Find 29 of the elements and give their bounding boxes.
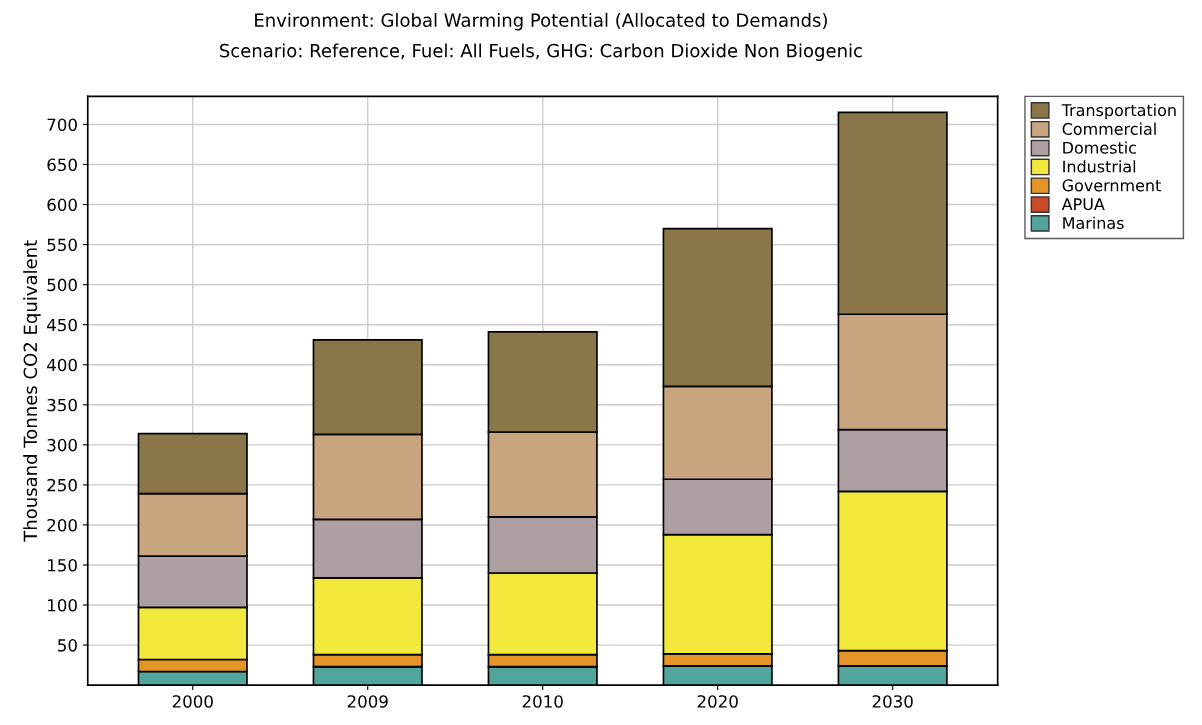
- y-axis-title: Thousand Tonnes CO2 Equivalent: [23, 240, 41, 542]
- y-tick-label: 250: [47, 478, 77, 492]
- x-tick-label: 2000: [172, 695, 213, 708]
- y-tick-label: 50: [58, 639, 77, 652]
- chart-subtitle: Scenario: Reference, Fuel: All Fuels, GHG: Carbon Dioxide Non Biogenic: [220, 43, 862, 61]
- x-tick-label: 2030: [872, 695, 913, 708]
- legend-label: Transportation: [1061, 103, 1176, 120]
- y-tick-label: 200: [47, 518, 77, 532]
- legend-label: Commercial: [1062, 122, 1156, 135]
- x-tick-label: 2009: [347, 695, 388, 708]
- chart-title: Environment: Global Warming Potential (Allocated to Demands): [255, 13, 827, 31]
- legend-label: Domestic: [1063, 141, 1136, 154]
- y-tick-label: 300: [47, 438, 77, 452]
- legend-label: Industrial: [1063, 160, 1136, 173]
- y-tick-label: 150: [48, 558, 77, 572]
- y-tick-label: 500: [47, 278, 77, 292]
- y-tick-label: 550: [47, 238, 77, 252]
- y-tick-label: 600: [47, 198, 77, 212]
- y-tick-label: 700: [47, 118, 77, 132]
- y-tick-label: 450: [47, 318, 77, 332]
- y-tick-label: 650: [47, 158, 77, 172]
- y-tick-label: 400: [47, 358, 77, 372]
- y-tick-label: 100: [48, 598, 77, 612]
- y-tick-label: 350: [47, 398, 77, 412]
- legend-label: Marinas: [1063, 216, 1124, 230]
- x-tick-label: 2010: [522, 695, 563, 708]
- x-tick-label: 2020: [697, 695, 738, 708]
- legend-label: APUA: [1061, 198, 1105, 211]
- legend-label: Government: [1062, 179, 1161, 192]
